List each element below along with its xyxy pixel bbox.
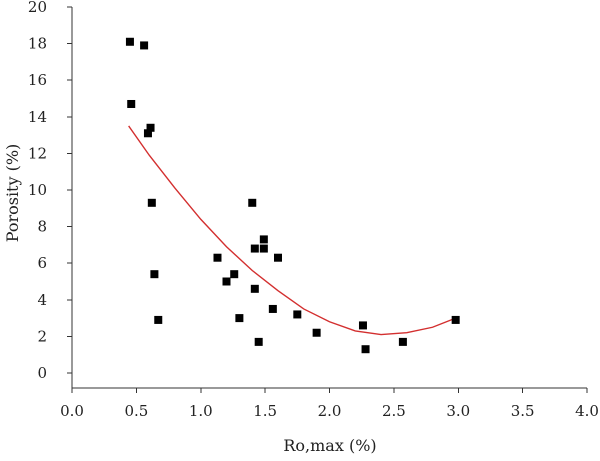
- y-tick-label: 18: [28, 35, 47, 53]
- x-tick-label: 1.0: [189, 402, 213, 420]
- x-tick-label: 4.0: [575, 402, 599, 420]
- data-point: [398, 337, 407, 346]
- y-tick-label: 14: [28, 108, 47, 126]
- data-point: [125, 37, 134, 46]
- data-point: [293, 310, 302, 319]
- y-tick-label: 10: [28, 181, 47, 199]
- data-point: [143, 129, 152, 138]
- y-tick-label: 2: [37, 327, 47, 345]
- y-tick-label: 16: [28, 71, 47, 89]
- data-point: [222, 277, 231, 286]
- x-tick-label: 2.0: [318, 402, 342, 420]
- data-point: [254, 337, 263, 346]
- data-point: [146, 123, 155, 132]
- x-tick-label: 2.5: [382, 402, 406, 420]
- x-axis-label: Ro,max (%): [283, 436, 376, 455]
- data-point: [235, 314, 244, 323]
- data-point: [230, 270, 239, 279]
- y-tick-label: 12: [28, 144, 47, 162]
- x-tick-label: 3.0: [446, 402, 470, 420]
- data-point: [250, 244, 259, 253]
- data-point: [250, 284, 259, 293]
- data-point: [147, 198, 156, 207]
- data-point: [361, 345, 370, 354]
- y-tick-label: 4: [37, 291, 47, 309]
- data-point: [259, 235, 268, 244]
- y-tick-label: 0: [37, 364, 47, 382]
- data-point: [358, 321, 367, 330]
- data-point: [312, 328, 321, 337]
- x-tick-label: 0.0: [60, 402, 84, 420]
- y-axis-label: Porosity (%): [3, 144, 22, 243]
- data-point: [259, 244, 268, 253]
- y-tick-label: 20: [28, 0, 47, 16]
- data-point: [140, 41, 149, 50]
- data-point: [154, 315, 163, 324]
- data-point: [213, 253, 222, 262]
- data-point: [274, 253, 282, 262]
- trend-line: [128, 125, 456, 336]
- x-tick-label: 3.5: [511, 402, 535, 420]
- data-point: [127, 99, 136, 108]
- x-tick-label: 1.5: [253, 402, 277, 420]
- series-layer: [125, 37, 460, 354]
- y-tick-label: 8: [37, 218, 47, 236]
- y-tick-label: 6: [37, 254, 47, 272]
- data-point: [248, 198, 257, 207]
- data-point: [150, 270, 159, 279]
- axes-layer: 0.0 0.5 1.0 1.5 2.0 2.5 3.0 3.5 4.0 0 2 4 6 8 10 12 14 16…: [28, 0, 599, 420]
- data-point: [268, 304, 277, 313]
- x-tick-label: 0.5: [124, 402, 148, 420]
- data-point: [451, 315, 460, 324]
